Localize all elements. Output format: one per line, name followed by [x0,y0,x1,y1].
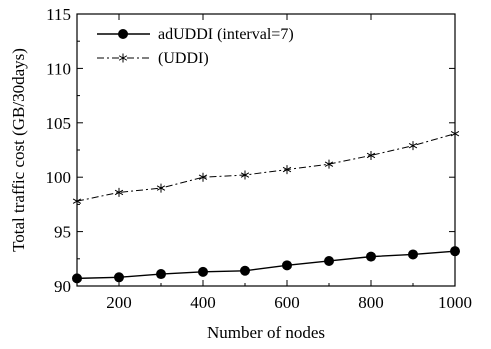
y-axis-title: Total traffic cost (GB/30days) [9,48,28,252]
x-tick-label: 400 [190,293,216,312]
data-point [72,196,82,206]
y-tick-label: 95 [54,223,71,242]
data-point [324,255,334,266]
data-point [366,251,376,262]
y-tick-label: 105 [46,114,72,133]
legend-label: (UDDI) [158,50,209,67]
data-point [282,260,292,271]
data-point [240,265,250,276]
legend: adUDDI (interval=7) (UDDI) [97,26,294,67]
data-point [72,273,82,284]
data-point [156,269,166,280]
data-point [282,165,292,175]
series-line [76,250,456,280]
y-tick-label: 115 [46,5,71,24]
legend-marker [118,29,128,39]
x-tick-label: 600 [274,293,300,312]
data-point [324,159,334,169]
data-point [114,187,124,197]
y-tick-label: 110 [46,59,71,78]
legend-label: adUDDI (interval=7) [158,26,294,43]
plot-frame [76,13,456,287]
x-tick-label: 200 [106,293,132,312]
x-tick-label: 1000 [438,293,472,312]
data-point [114,272,124,283]
data-point [450,246,460,257]
data-point [156,183,166,193]
data-point [198,172,208,182]
y-tick-label: 100 [46,168,72,187]
y-tick-label: 90 [54,277,71,296]
data-point [366,150,376,160]
data-point [198,266,208,277]
series-line [76,133,456,202]
x-axis-title: Number of nodes [207,323,325,342]
series-aduddi [72,246,460,284]
series-uddi [72,129,460,206]
data-point [408,141,418,151]
data-point [240,170,250,180]
x-tick-label: 800 [358,293,384,312]
legend-marker [118,53,128,63]
data-point [408,249,418,260]
data-point [450,129,460,139]
